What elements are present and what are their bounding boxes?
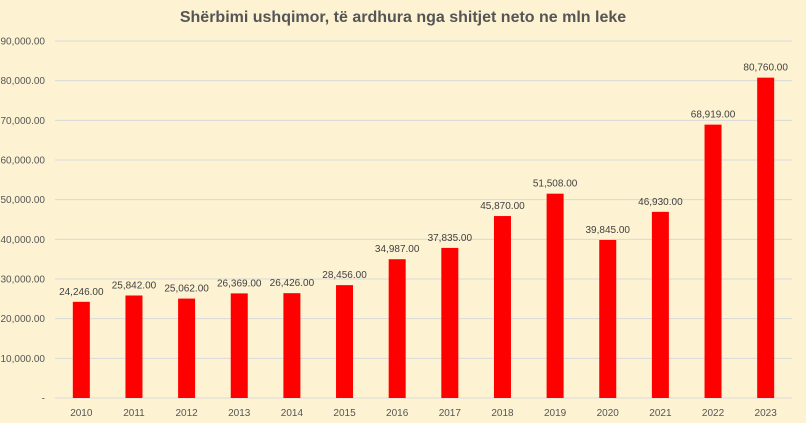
bar	[704, 124, 722, 398]
bar	[757, 77, 775, 398]
data-label: 24,246.00	[59, 287, 104, 298]
y-tick-label: 10,000.00	[1, 354, 46, 365]
bar	[493, 216, 511, 398]
bar	[283, 293, 301, 398]
x-tick-label: 2023	[755, 408, 778, 419]
x-tick-label: 2013	[228, 408, 251, 419]
y-axis-ticks: - 10,000.00 20,000.00 30,000.00 40,000.00 50,…	[1, 37, 46, 405]
x-tick-label: 2015	[333, 408, 356, 419]
bar	[336, 285, 354, 398]
x-tick-label: 2017	[439, 408, 462, 419]
y-tick-label: 40,000.00	[1, 235, 46, 246]
y-tick-label: 50,000.00	[1, 195, 46, 206]
bar	[599, 239, 617, 398]
data-label: 51,508.00	[533, 179, 578, 190]
x-tick-label: 2014	[281, 408, 304, 419]
data-label: 68,919.00	[691, 110, 736, 121]
chart-title: Shërbimi ushqimor, të ardhura nga shitje…	[179, 9, 627, 26]
x-tick-label: 2019	[544, 408, 567, 419]
y-tick-label: 30,000.00	[1, 275, 46, 286]
bar	[178, 298, 196, 398]
data-label: 80,760.00	[743, 63, 788, 74]
gridlines	[55, 40, 792, 399]
bar	[441, 247, 459, 398]
bar	[230, 293, 248, 398]
data-label: 37,835.00	[428, 233, 473, 244]
y-tick-label: 80,000.00	[1, 76, 46, 87]
data-label: 28,456.00	[322, 270, 367, 281]
data-label: 25,842.00	[112, 280, 157, 291]
data-label: 26,369.00	[217, 278, 262, 289]
y-tick-label: -	[42, 394, 45, 405]
data-labels: 24,246.00 25,842.00 25,062.00 26,369.00 26,4…	[59, 63, 788, 298]
x-tick-label: 2011	[123, 408, 145, 419]
bar	[651, 211, 669, 398]
y-tick-label: 70,000.00	[1, 116, 46, 127]
x-tick-label: 2016	[386, 408, 409, 419]
x-tick-label: 2020	[597, 408, 620, 419]
data-label: 45,870.00	[480, 201, 525, 212]
data-label: 46,930.00	[638, 197, 683, 208]
x-tick-label: 2022	[702, 408, 725, 419]
y-tick-label: 20,000.00	[1, 314, 46, 325]
data-label: 26,426.00	[270, 278, 315, 289]
x-tick-label: 2018	[491, 408, 514, 419]
bars	[72, 77, 775, 398]
y-tick-label: 90,000.00	[1, 37, 46, 48]
x-axis-ticks: 2010 2011 2012 2013 2014 2015 2016 2017 2018 2019…	[70, 408, 777, 419]
x-tick-label: 2021	[649, 408, 672, 419]
data-label: 25,062.00	[164, 284, 209, 295]
bar	[72, 301, 90, 398]
bar	[388, 259, 406, 398]
y-tick-label: 60,000.00	[1, 156, 46, 167]
bar	[546, 193, 564, 398]
data-label: 34,987.00	[375, 244, 420, 255]
bar	[125, 295, 143, 398]
x-tick-label: 2012	[175, 408, 198, 419]
x-tick-label: 2010	[70, 408, 93, 419]
data-label: 39,845.00	[586, 225, 631, 236]
